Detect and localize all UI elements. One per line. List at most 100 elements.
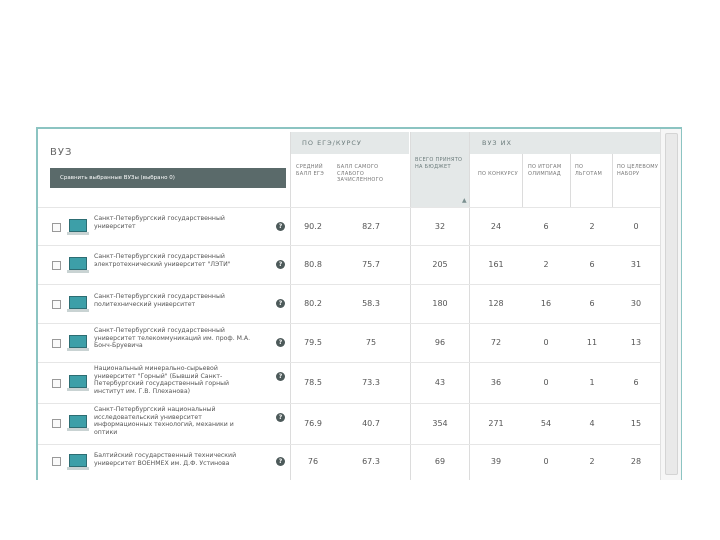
group-header-ege: ПО ЕГЭ/КУРСУ — [290, 132, 409, 154]
row-divider — [38, 284, 660, 285]
contest-cell: 161 — [488, 260, 504, 269]
column-header-olympiad[interactable]: ПО ИТОГАМ ОЛИМПИАД — [528, 164, 562, 177]
column-header-benefits[interactable]: ПО ЛЬГОТАМ — [575, 164, 603, 177]
olympiad-cell: 0 — [543, 338, 549, 347]
help-icon[interactable]: ? — [276, 457, 285, 466]
benefits-cell: 6 — [589, 299, 595, 308]
university-name[interactable]: Санкт-Петербургский государственный элек… — [94, 253, 231, 268]
university-name[interactable]: Санкт-Петербургский национальный исследо… — [94, 406, 234, 436]
column-header-university[interactable]: ВУЗ — [50, 147, 73, 158]
row-checkbox[interactable] — [52, 379, 61, 388]
contest-cell: 271 — [488, 419, 504, 428]
contest-cell: 128 — [488, 299, 504, 308]
university-logo — [66, 256, 90, 274]
help-icon[interactable]: ? — [276, 413, 285, 422]
divider — [410, 132, 411, 480]
avg-score-cell: 79.5 — [304, 338, 322, 347]
help-icon[interactable]: ? — [276, 338, 285, 347]
help-icon[interactable]: ? — [276, 299, 285, 308]
avg-score-cell: 90.2 — [304, 222, 322, 231]
benefits-cell: 11 — [586, 338, 598, 347]
min-score-cell: 75.7 — [362, 260, 380, 269]
total-budget-cell: 205 — [432, 260, 448, 269]
target-cell: 28 — [630, 457, 642, 466]
divider — [612, 154, 613, 207]
divider — [522, 154, 523, 207]
avg-score-cell: 78.5 — [304, 378, 322, 387]
university-logo — [66, 453, 90, 471]
contest-cell: 72 — [490, 338, 502, 347]
university-logo — [66, 295, 90, 313]
vertical-scrollbar[interactable] — [660, 129, 681, 480]
row-checkbox[interactable] — [52, 457, 61, 466]
scrollbar-thumb[interactable] — [665, 133, 678, 475]
benefits-cell: 6 — [589, 260, 595, 269]
target-cell: 6 — [633, 378, 639, 387]
table-row: Санкт-Петербургский государственный унив… — [38, 324, 660, 362]
benefits-cell: 4 — [589, 419, 595, 428]
table-frame: ВУЗ Сравнить выбранные ВУЗы (выбрано 0) … — [36, 127, 682, 480]
help-icon[interactable]: ? — [276, 372, 285, 381]
university-name[interactable]: Санкт-Петербургский государственный поли… — [94, 293, 225, 308]
benefits-cell: 1 — [589, 378, 595, 387]
column-header-avg-score[interactable]: СРЕДНИЙ БАЛЛ ЕГЭ — [296, 164, 325, 177]
olympiad-cell: 6 — [543, 222, 549, 231]
total-budget-cell: 354 — [432, 419, 448, 428]
university-logo — [66, 374, 90, 392]
contest-cell: 39 — [490, 457, 502, 466]
row-checkbox[interactable] — [52, 419, 61, 428]
column-header-target[interactable]: ПО ЦЕЛЕВОМУ НАБОРУ — [617, 164, 659, 177]
divider — [290, 132, 291, 480]
avg-score-cell: 76 — [307, 457, 319, 466]
min-score-cell: 40.7 — [362, 419, 380, 428]
contest-cell: 36 — [490, 378, 502, 387]
total-budget-cell: 180 — [432, 299, 448, 308]
compare-selected-button[interactable]: Сравнить выбранные ВУЗы (выбрано 0) — [50, 168, 286, 188]
universities-table: ВУЗ Сравнить выбранные ВУЗы (выбрано 0) … — [38, 129, 660, 480]
table-row: Балтийский государственный технический у… — [38, 445, 660, 480]
min-score-cell: 67.3 — [362, 457, 380, 466]
row-divider — [38, 362, 660, 363]
olympiad-cell: 0 — [543, 378, 549, 387]
olympiad-cell: 2 — [543, 260, 549, 269]
row-divider — [38, 403, 660, 404]
row-checkbox[interactable] — [52, 339, 61, 348]
contest-cell: 24 — [490, 222, 502, 231]
header-bottom-line — [38, 207, 660, 208]
row-checkbox[interactable] — [52, 223, 61, 232]
sort-up-icon[interactable]: ▲ — [462, 197, 467, 204]
target-cell: 0 — [633, 222, 639, 231]
group-header-vuz: ВУЗ ИХ — [470, 132, 660, 154]
row-checkbox[interactable] — [52, 261, 61, 270]
university-name[interactable]: Балтийский государственный технический у… — [94, 452, 237, 467]
university-name[interactable]: Санкт-Петербургский государственный унив… — [94, 327, 251, 350]
university-logo — [66, 334, 90, 352]
olympiad-cell: 16 — [540, 299, 552, 308]
column-header-min-score[interactable]: БАЛЛ САМОГО СЛАБОГО ЗАЧИСЛЕННОГО — [337, 164, 384, 183]
help-icon[interactable]: ? — [276, 260, 285, 269]
table-row: Санкт-Петербургский государственный элек… — [38, 246, 660, 284]
target-cell: 15 — [630, 419, 642, 428]
university-name[interactable]: Национальный минерально-сырьевой универс… — [94, 365, 230, 395]
olympiad-cell: 54 — [540, 419, 552, 428]
benefits-cell: 2 — [589, 222, 595, 231]
avg-score-cell: 76.9 — [304, 419, 322, 428]
table-row: Санкт-Петербургский национальный исследо… — [38, 404, 660, 444]
column-header-total-budget[interactable]: ВСЕГО ПРИНЯТО НА БЮДЖЕТ — [415, 157, 463, 170]
min-score-cell: 58.3 — [362, 299, 380, 308]
university-name[interactable]: Санкт-Петербургский государственный унив… — [94, 215, 225, 230]
column-header-contest[interactable]: ПО КОНКУРСУ — [478, 171, 518, 177]
table-row: Санкт-Петербургский государственный поли… — [38, 285, 660, 323]
divider — [570, 154, 571, 207]
benefits-cell: 2 — [589, 457, 595, 466]
row-checkbox[interactable] — [52, 300, 61, 309]
min-score-cell: 82.7 — [362, 222, 380, 231]
min-score-cell: 75 — [365, 338, 377, 347]
avg-score-cell: 80.2 — [304, 299, 322, 308]
total-budget-cell: 43 — [434, 378, 446, 387]
active-sort-column-bg — [411, 132, 469, 207]
university-logo — [66, 218, 90, 236]
row-divider — [38, 245, 660, 246]
help-icon[interactable]: ? — [276, 222, 285, 231]
total-budget-cell: 69 — [434, 457, 446, 466]
